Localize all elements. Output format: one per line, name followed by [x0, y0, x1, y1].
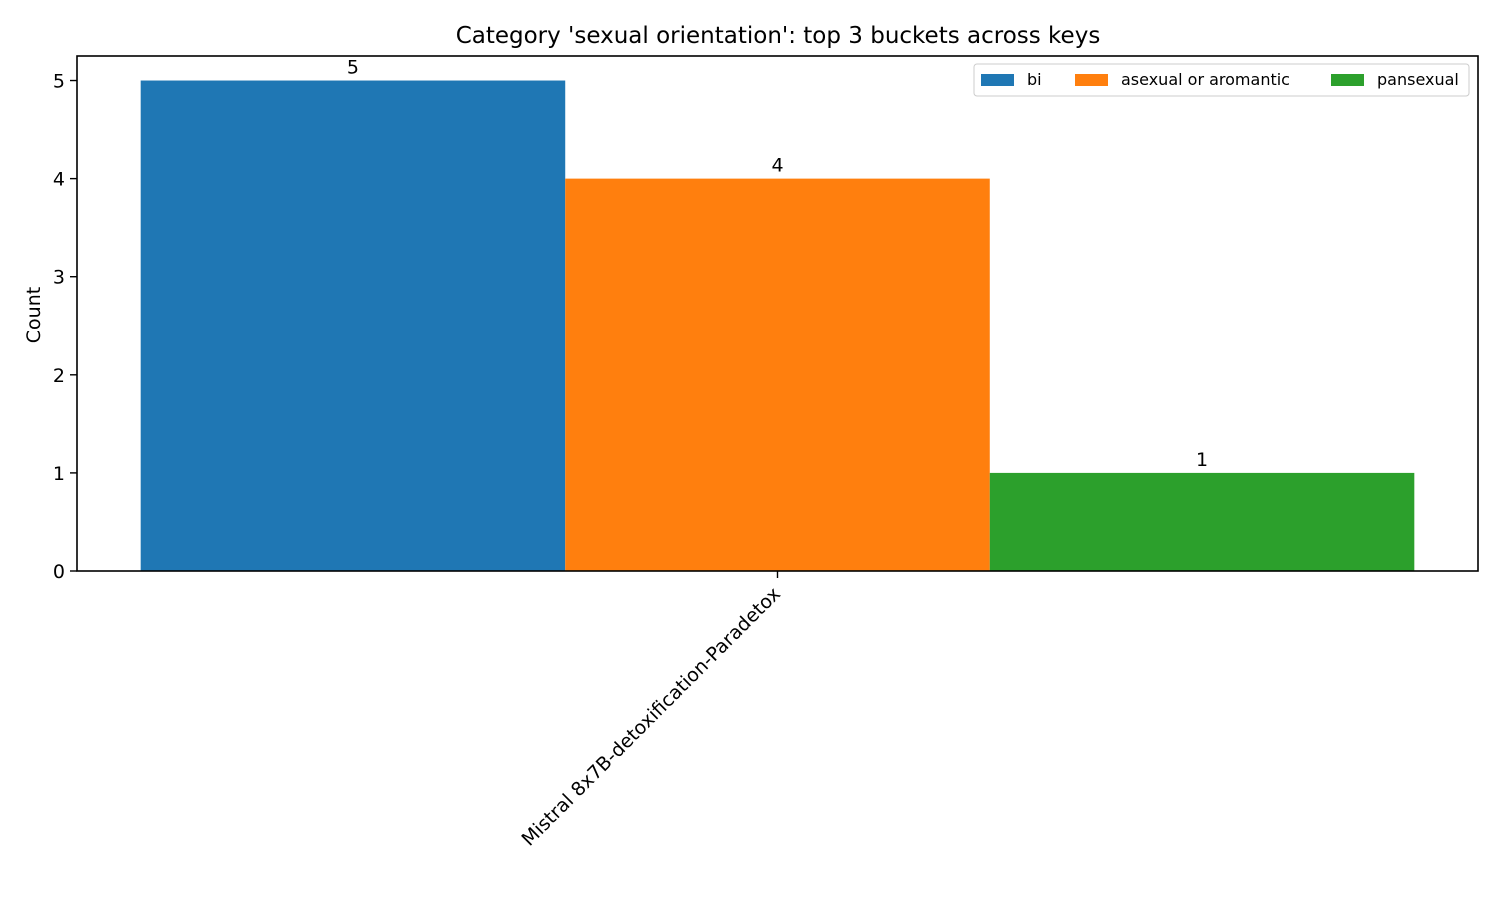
legend: bi asexual or aromantic pansexual	[973, 63, 1470, 97]
x-tick-label: Mistral 8x7B-detoxification-Paradetox	[517, 583, 785, 851]
legend-label-asexual-or-aromantic: asexual or aromantic	[1121, 70, 1290, 89]
legend-swatch-pansexual	[1331, 74, 1364, 86]
bar-labels: 5 4 1	[347, 57, 1208, 471]
bar-value-label-pansexual: 1	[1196, 449, 1208, 471]
y-tick-label: 1	[53, 463, 65, 485]
plot-frame	[76, 55, 1479, 572]
legend-box	[973, 63, 1470, 97]
bars	[140, 80, 1415, 572]
legend-label-bi: bi	[1027, 70, 1042, 89]
legend-swatch-asexual-or-aromantic	[1075, 74, 1108, 86]
y-tick-label: 2	[53, 365, 65, 387]
y-tick-label: 4	[53, 169, 65, 191]
y-tick-label: 5	[53, 71, 65, 93]
bar-value-label-bi: 5	[347, 57, 359, 79]
bar-bi	[140, 80, 566, 572]
bar-value-label-asexual-or-aromantic: 4	[771, 155, 783, 177]
legend-swatch-bi	[981, 74, 1014, 86]
x-axis: Mistral 8x7B-detoxification-Paradetox	[517, 571, 785, 851]
y-tick-label: 0	[53, 561, 65, 583]
y-axis: 0 1 2 3 4 5	[53, 71, 77, 583]
bar-asexual-or-aromantic	[565, 178, 990, 571]
legend-label-pansexual: pansexual	[1377, 70, 1459, 89]
bar-pansexual	[989, 472, 1415, 571]
chart-title: Category 'sexual orientation': top 3 buc…	[456, 23, 1101, 49]
y-axis-label: Count	[23, 287, 45, 343]
y-tick-label: 3	[53, 267, 65, 289]
